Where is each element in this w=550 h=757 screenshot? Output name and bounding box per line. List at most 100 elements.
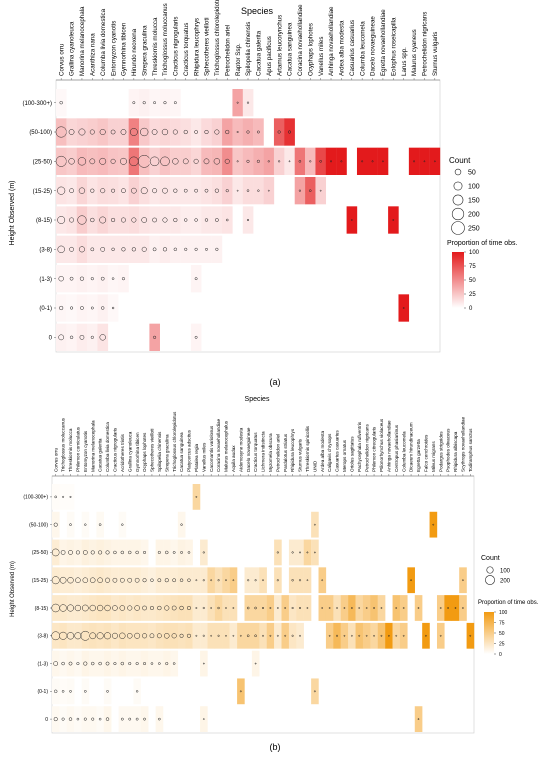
heat-cell (222, 177, 233, 205)
count-point (187, 551, 191, 554)
count-point (128, 662, 132, 666)
count-point (246, 189, 250, 192)
count-point (182, 158, 189, 165)
count-point (246, 218, 250, 222)
count-point (51, 548, 60, 557)
heat-cell (305, 177, 316, 205)
heat-cell (251, 595, 260, 621)
panel-a-plot: Corvus orru Grallina cyanoleuca Manorina m… (22, 0, 480, 353)
heat-cell (66, 650, 75, 677)
heat-cell (103, 678, 112, 705)
heat-cell (259, 567, 267, 594)
x-tick-label: Gymnorhina tibicen (121, 22, 128, 76)
heat-cell (97, 265, 109, 293)
heat-cell (222, 595, 230, 621)
count-point (371, 160, 374, 163)
heat-cell (81, 650, 90, 677)
heat-cell (170, 118, 181, 146)
heat-cell (111, 650, 119, 677)
heat-cell (201, 235, 212, 263)
count-point (246, 101, 250, 104)
heat-cell (133, 650, 142, 677)
heat-cell (325, 622, 334, 649)
heat-cell (97, 147, 109, 175)
heat-cell (66, 511, 75, 538)
heat-cell (185, 595, 193, 621)
heat-cell (305, 147, 316, 175)
heat-cell (59, 484, 68, 510)
count-point (120, 577, 125, 583)
count-point (111, 247, 115, 252)
heat-cell (377, 622, 386, 649)
heat-cell (273, 118, 285, 146)
heat-cell (118, 177, 129, 205)
x-tick-label: Coracina novaehollandiae (216, 418, 221, 472)
heat-cell (89, 539, 97, 566)
heat-cell (87, 294, 98, 322)
count-point (254, 606, 257, 610)
count-point (232, 579, 235, 582)
heat-cell (52, 484, 60, 510)
count-point (58, 275, 64, 282)
heat-cell (107, 235, 119, 263)
count-point (184, 218, 188, 222)
heat-cell (242, 147, 254, 175)
colorbar-tick-label: 0 (499, 652, 502, 658)
count-point (187, 578, 191, 582)
y-tick-label: (50-100) (29, 130, 52, 136)
count-point (53, 717, 58, 722)
count-point (202, 634, 205, 637)
heat-cell (232, 118, 244, 146)
heat-cell (59, 650, 68, 677)
heat-cell (192, 622, 201, 649)
count-point (278, 160, 281, 163)
heat-cell (222, 118, 233, 146)
heat-cell (59, 539, 68, 566)
heat-cell (139, 235, 150, 263)
heat-cell (97, 206, 109, 234)
count-point (225, 129, 230, 135)
heat-cell (170, 206, 181, 234)
heat-cell (163, 595, 171, 621)
heat-cell (170, 147, 181, 175)
count-point (309, 160, 312, 163)
heat-cell (140, 595, 149, 621)
heat-cell (118, 265, 129, 293)
count-point (104, 632, 112, 640)
heat-cell (97, 118, 109, 146)
count-point (299, 634, 301, 637)
count-point (254, 634, 257, 638)
heat-cell (253, 177, 264, 205)
count-point (142, 605, 147, 611)
count-legend-label: 100 (468, 184, 480, 191)
count-point (256, 159, 260, 163)
panel-a-ylabel: Height Observed (m) (9, 181, 16, 246)
x-tick-label: Strepera graculina (141, 25, 148, 76)
x-tick-label: Acanthiza nana (89, 33, 96, 76)
count-point (306, 579, 309, 582)
heat-cell (163, 567, 171, 594)
y-tick-label: (1-3) (39, 277, 52, 283)
heat-cell (190, 265, 202, 293)
heat-cell (200, 539, 208, 566)
count-point (202, 718, 205, 720)
heat-cell (263, 177, 275, 205)
heat-cell (288, 567, 297, 594)
x-tick-label: Ptilonorhynchus violaceus (379, 418, 384, 472)
heat-cell (399, 622, 408, 649)
x-tick-label: Lichmera indistincta (261, 431, 266, 472)
colorbar-tick-label: 100 (469, 250, 480, 256)
count-point (173, 217, 178, 223)
heat-cell (149, 147, 160, 175)
count-point (134, 632, 141, 639)
heat-cell (253, 118, 264, 146)
heat-cell (294, 177, 306, 205)
count-point (194, 188, 198, 193)
count-point (269, 607, 272, 609)
heat-cell (294, 147, 306, 175)
count-point (171, 633, 177, 639)
count-legend-label: 250 (468, 226, 480, 233)
heat-cell (89, 622, 97, 649)
heat-cell (288, 622, 297, 649)
